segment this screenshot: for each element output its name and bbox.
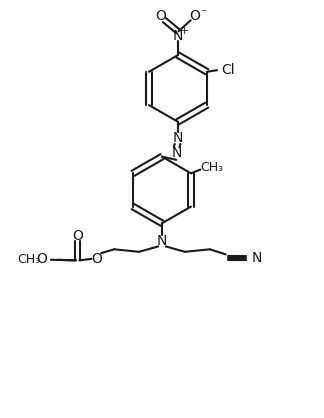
- Text: ⁻: ⁻: [200, 8, 207, 20]
- Text: N: N: [171, 146, 181, 161]
- Text: +: +: [179, 26, 189, 36]
- Text: O: O: [36, 252, 47, 266]
- Text: O: O: [72, 229, 83, 243]
- Text: N: N: [173, 130, 183, 145]
- Text: Cl: Cl: [221, 63, 234, 77]
- Text: CH₃: CH₃: [200, 161, 223, 174]
- Text: O: O: [190, 10, 201, 23]
- Text: O: O: [91, 252, 102, 266]
- Text: N: N: [157, 234, 167, 248]
- Text: CH₃: CH₃: [17, 253, 40, 266]
- Text: O: O: [155, 10, 166, 23]
- Text: N: N: [173, 29, 183, 43]
- Text: N: N: [252, 251, 262, 265]
